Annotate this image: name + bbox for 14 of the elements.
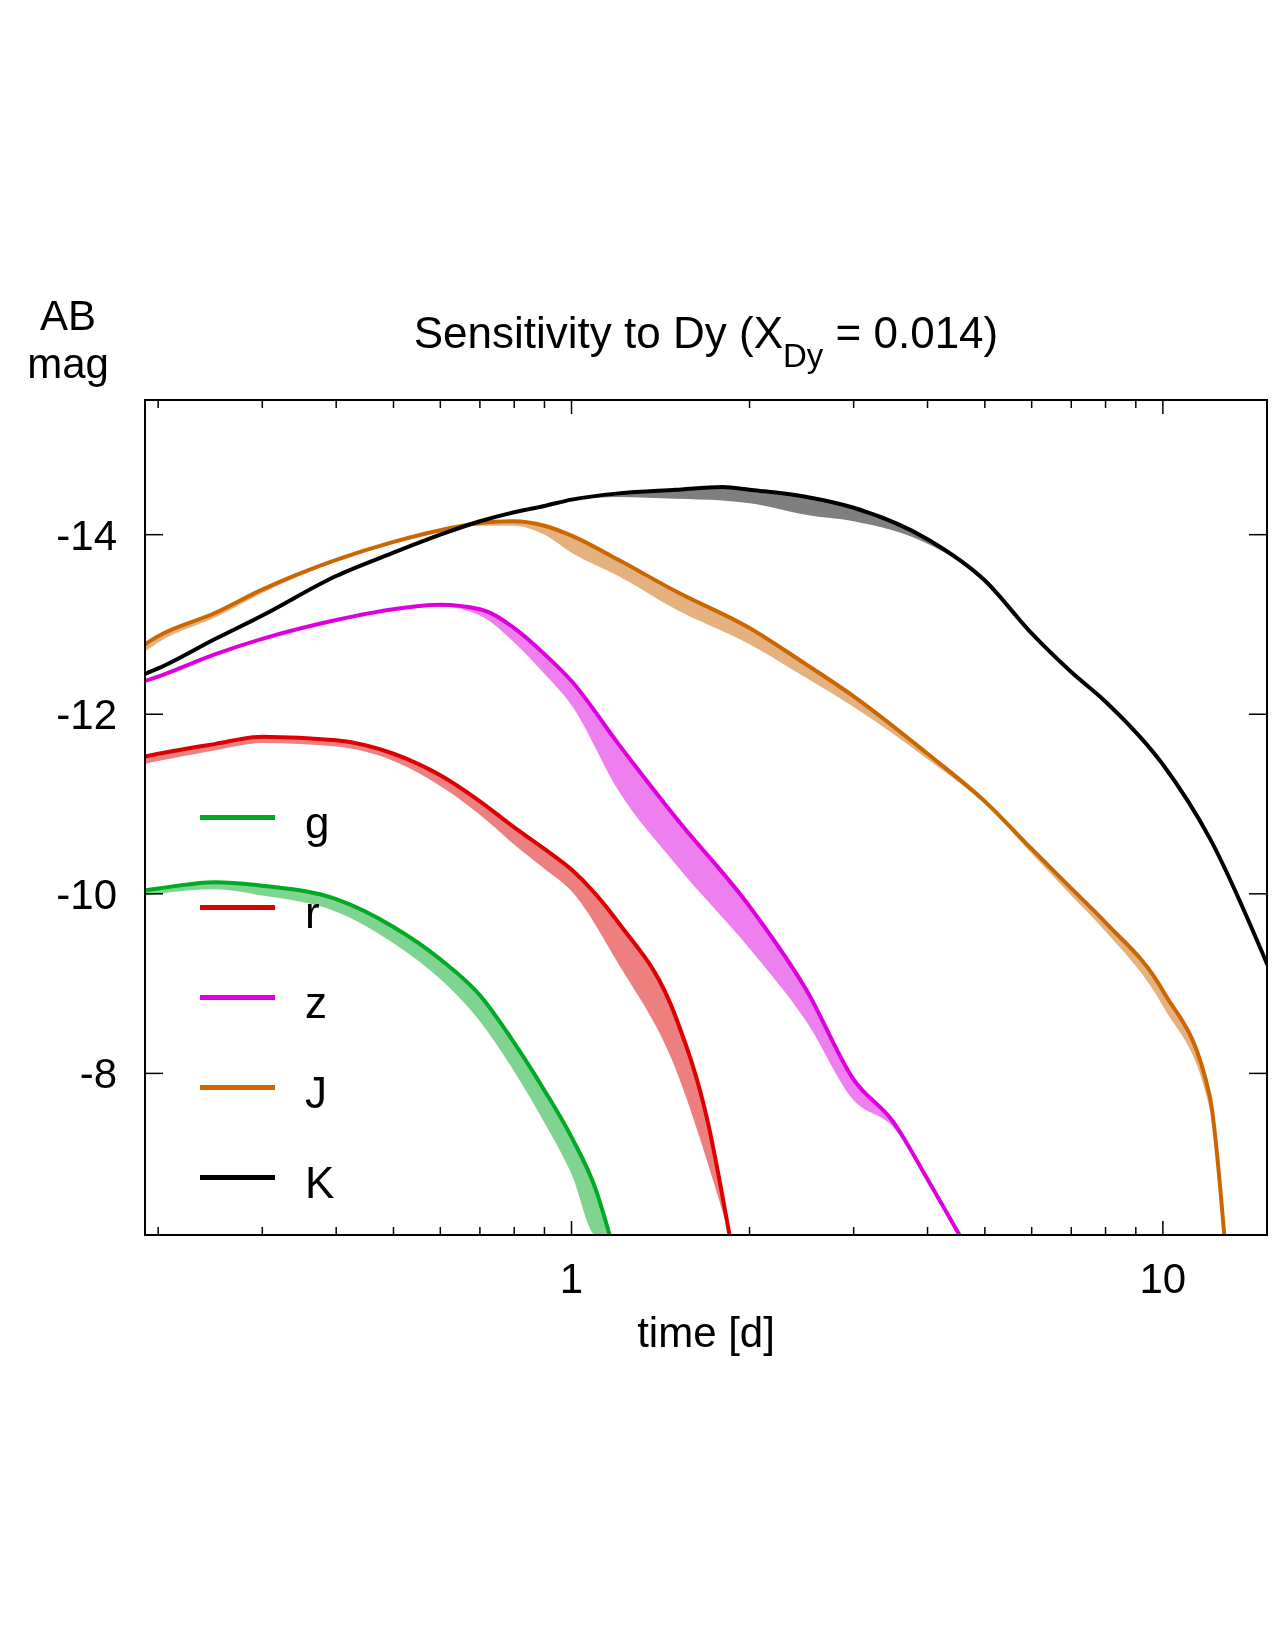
- y-tick-label: -14: [56, 511, 117, 559]
- legend-label: r: [305, 887, 320, 937]
- x-axis-title: time [d]: [637, 1309, 775, 1356]
- y-tick-label: -12: [56, 691, 117, 739]
- y-tick-label: -8: [79, 1050, 117, 1098]
- legend-label: K: [305, 1157, 335, 1207]
- legend-label: z: [305, 977, 327, 1027]
- y-tick-label: -10: [56, 870, 117, 918]
- x-tick-label: 1: [559, 1255, 584, 1302]
- legend-label: g: [305, 797, 330, 847]
- x-tick-label: 10: [1139, 1255, 1187, 1302]
- chart-title: Sensitivity to Dy (X$_{Dy}$ = 0.014): [413, 308, 999, 374]
- legend-label: J: [305, 1067, 327, 1117]
- y-axis-title: AB mag: [27, 292, 109, 387]
